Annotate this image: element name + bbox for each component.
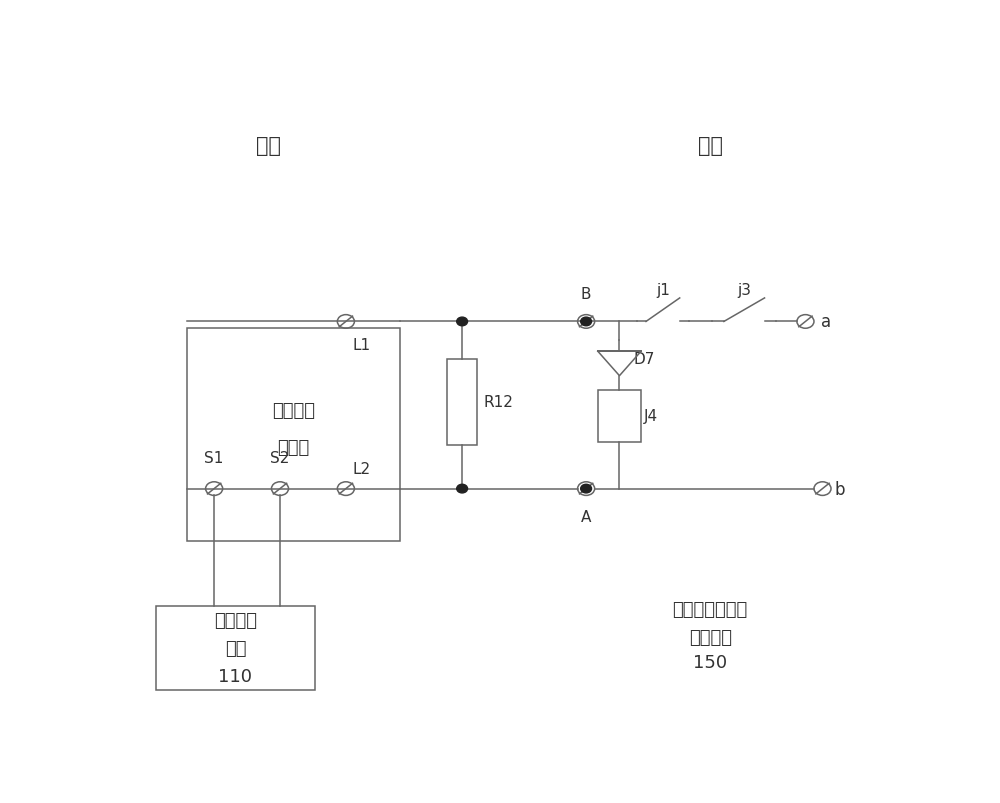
- Text: 充电控制: 充电控制: [214, 611, 257, 630]
- Circle shape: [457, 485, 468, 493]
- Circle shape: [581, 318, 592, 326]
- Bar: [187, 328, 400, 541]
- Circle shape: [581, 485, 592, 493]
- Text: j1: j1: [656, 283, 670, 297]
- Text: 火灾报警: 火灾报警: [272, 402, 315, 419]
- Text: 前端: 前端: [256, 136, 281, 156]
- Text: R12: R12: [484, 395, 514, 410]
- Text: L2: L2: [352, 462, 370, 477]
- Bar: [447, 359, 477, 446]
- Text: 控制盘: 控制盘: [277, 438, 310, 456]
- Text: J4: J4: [644, 409, 658, 424]
- Text: S1: S1: [204, 450, 224, 466]
- Text: 灭火电磁阀启动: 灭火电磁阀启动: [672, 601, 748, 618]
- Text: 150: 150: [693, 653, 727, 671]
- Text: b: b: [834, 480, 845, 498]
- Bar: [598, 390, 641, 442]
- Circle shape: [457, 318, 468, 326]
- Text: S2: S2: [270, 450, 290, 466]
- Text: 单元: 单元: [225, 639, 246, 657]
- Text: L1: L1: [352, 338, 370, 353]
- Text: 后端: 后端: [698, 136, 723, 156]
- Bar: [156, 606, 315, 690]
- Text: 控制单元: 控制单元: [689, 629, 732, 646]
- Text: A: A: [581, 509, 591, 524]
- Text: B: B: [581, 287, 591, 302]
- Text: j3: j3: [737, 283, 751, 297]
- Text: a: a: [821, 313, 831, 331]
- Text: D7: D7: [633, 352, 655, 367]
- Text: 110: 110: [218, 667, 252, 685]
